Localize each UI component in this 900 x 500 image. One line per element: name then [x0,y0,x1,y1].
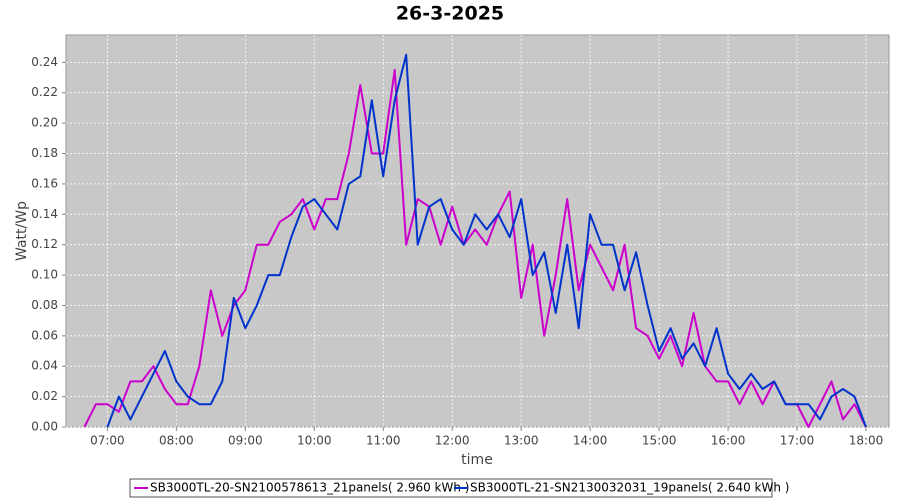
y-tick-label: 0.14 [31,207,58,221]
y-tick-label: 0.00 [31,420,58,434]
y-tick-label: 0.22 [31,85,58,99]
y-axis-label: Watt/Wp [14,201,30,261]
x-tick-label: 14:00 [573,434,608,448]
y-tick-label: 0.24 [31,55,58,69]
x-tick-label: 12:00 [435,434,470,448]
chart-title: 26-3-2025 [396,3,504,25]
y-tick-label: 0.18 [31,146,58,160]
x-tick-label: 15:00 [642,434,677,448]
x-tick-label: 11:00 [366,434,401,448]
y-tick-label: 0.20 [31,116,58,130]
x-tick-label: 07:00 [90,434,125,448]
legend-text: SB3000TL-20-SN2100578613_21panels( 2.960… [150,481,469,495]
x-tick-label: 18:00 [849,434,884,448]
x-tick-label: 10:00 [297,434,332,448]
y-tick-label: 0.06 [31,328,58,342]
x-tick-label: 17:00 [780,434,815,448]
series-line [83,68,867,428]
x-tick-label: 08:00 [159,434,194,448]
y-tick-label: 0.08 [31,298,58,312]
y-tick-label: 0.12 [31,237,58,251]
x-tick-label: 16:00 [711,434,746,448]
y-tick-label: 0.16 [31,176,58,190]
x-axis-label: time [461,452,493,468]
series-line [106,53,867,428]
x-tick-label: 13:00 [504,434,539,448]
legend-text: SB3000TL-21-SN2130032031_19panels( 2.640… [470,481,789,495]
y-tick-label: 0.04 [31,359,58,373]
x-tick-label: 09:00 [228,434,263,448]
y-tick-label: 0.10 [31,268,58,282]
legend [129,478,773,498]
y-tick-label: 0.02 [31,389,58,403]
